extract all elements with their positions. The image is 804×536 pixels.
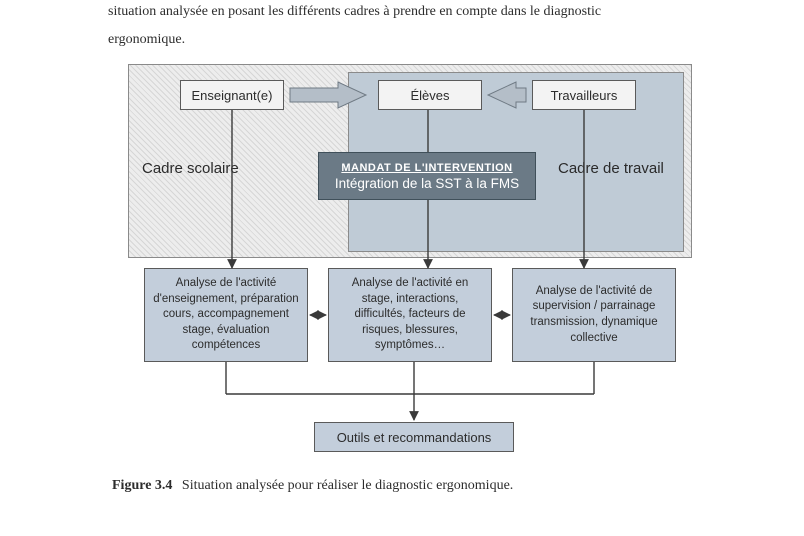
mandat-subtitle: Intégration de la SST à la FMS xyxy=(335,176,519,191)
intro-line-1: situation analysée en posant les différe… xyxy=(108,4,601,19)
figure-caption: Figure 3.4 Situation analysée pour réali… xyxy=(112,478,513,494)
figure-label: Figure 3.4 xyxy=(112,478,172,493)
node-analysis-enseignement: Analyse de l'activité d'enseignement, pr… xyxy=(144,268,308,362)
node-analysis-supervision: Analyse de l'activité de supervision / p… xyxy=(512,268,676,362)
node-mandat: MANDAT DE L'INTERVENTION Intégration de … xyxy=(318,152,536,200)
page: situation analysée en posant les différe… xyxy=(0,0,804,536)
figure-text: Situation analysée pour réaliser le diag… xyxy=(182,478,513,493)
node-enseignant: Enseignant(e) xyxy=(180,80,284,110)
node-travailleurs: Travailleurs xyxy=(532,80,636,110)
cadre-travail-label: Cadre de travail xyxy=(558,160,664,177)
intro-line-2: ergonomique. xyxy=(108,32,185,47)
mandat-title: MANDAT DE L'INTERVENTION xyxy=(341,162,512,174)
cadre-scolaire-label: Cadre scolaire xyxy=(142,160,239,177)
intro-text: situation analysée en posant les différe… xyxy=(108,0,698,54)
node-analysis-stage: Analyse de l'activité en stage, interact… xyxy=(328,268,492,362)
node-eleves: Élèves xyxy=(378,80,482,110)
node-outils: Outils et recommandations xyxy=(314,422,514,452)
diagram: Cadre scolaire Cadre de travail Enseigna… xyxy=(128,64,692,464)
